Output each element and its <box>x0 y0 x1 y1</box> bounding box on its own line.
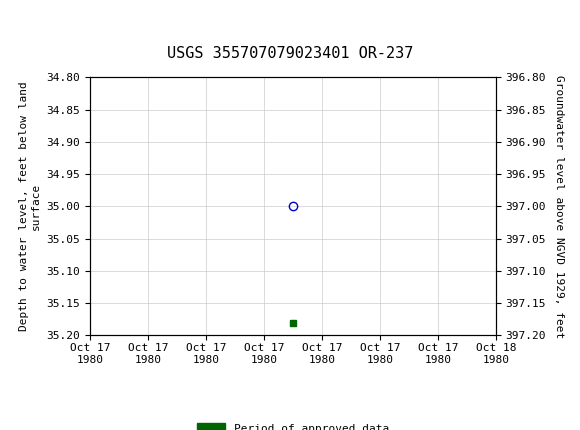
Text: USGS 355707079023401 OR-237: USGS 355707079023401 OR-237 <box>167 46 413 61</box>
Legend: Period of approved data: Period of approved data <box>193 419 393 430</box>
Y-axis label: Groundwater level above NGVD 1929, feet: Groundwater level above NGVD 1929, feet <box>554 75 564 338</box>
Y-axis label: Depth to water level, feet below land
surface: Depth to water level, feet below land su… <box>19 82 41 331</box>
Text: USGS: USGS <box>44 11 103 30</box>
